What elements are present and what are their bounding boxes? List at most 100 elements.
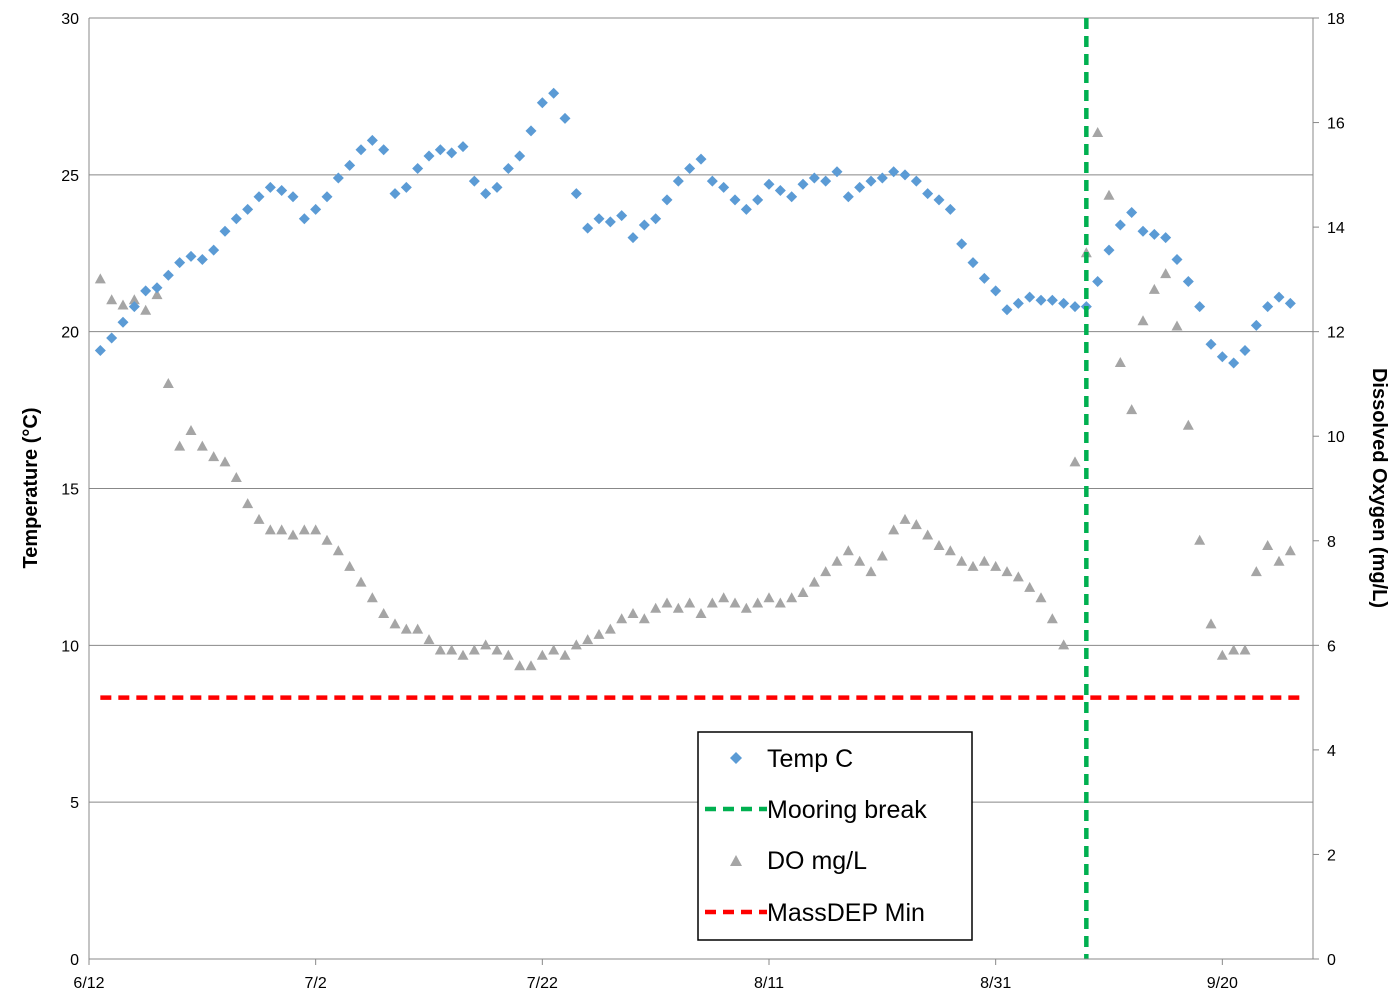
- do-series: [94, 127, 1296, 671]
- temp-point: [582, 222, 594, 234]
- x-axis-ticks: 6/12 7/2 7/22 8/11 8/31 9/20: [73, 958, 1313, 992]
- do-point: [140, 304, 152, 315]
- temp-point: [650, 213, 662, 225]
- right-tick-label: 4: [1327, 743, 1336, 760]
- temp-point: [1160, 232, 1172, 244]
- temp-point: [978, 272, 990, 284]
- temp-point: [264, 181, 276, 193]
- do-point: [808, 576, 820, 587]
- temp-point: [468, 175, 480, 187]
- do-point: [752, 597, 764, 608]
- do-point: [865, 566, 877, 577]
- do-point: [491, 644, 503, 655]
- do-point: [264, 524, 276, 535]
- right-tick-label: 10: [1327, 429, 1345, 446]
- temp-point: [196, 254, 208, 266]
- do-point: [842, 545, 854, 556]
- do-point: [706, 597, 718, 608]
- do-point: [1273, 555, 1285, 566]
- right-tick-label: 12: [1327, 325, 1345, 342]
- right-tick-label: 18: [1327, 11, 1345, 28]
- do-point: [638, 613, 650, 624]
- temp-point: [593, 213, 605, 225]
- legend-marker-triangle-icon: [730, 855, 742, 866]
- temp-point: [1228, 357, 1240, 369]
- temp-point: [990, 285, 1002, 297]
- legend-label-do: DO mg/L: [767, 847, 867, 875]
- right-axis-title: Dissolved Oxygen (mg/L): [1368, 368, 1390, 608]
- temp-point: [706, 175, 718, 187]
- do-point: [185, 424, 197, 435]
- do-point: [582, 634, 594, 645]
- x-tick-label: 6/12: [73, 975, 104, 992]
- temp-point: [740, 203, 752, 215]
- temp-point: [616, 210, 628, 222]
- do-point: [525, 660, 537, 671]
- do-point: [922, 529, 934, 540]
- do-point: [695, 607, 707, 618]
- temp-point: [661, 194, 673, 206]
- do-point: [661, 597, 673, 608]
- temp-point: [638, 219, 650, 231]
- temp-point: [94, 344, 106, 356]
- do-point: [298, 524, 310, 535]
- temp-point: [140, 285, 152, 297]
- do-point: [151, 289, 163, 300]
- do-point: [899, 513, 911, 524]
- temp-point: [1171, 254, 1183, 266]
- temp-point: [434, 144, 446, 156]
- temp-point: [162, 269, 174, 281]
- temp-point: [1273, 291, 1285, 303]
- temp-point: [1148, 228, 1160, 240]
- temp-point: [718, 181, 730, 193]
- do-point: [457, 649, 469, 660]
- legend-marker-diamond-icon: [730, 752, 742, 764]
- do-point: [1160, 268, 1172, 279]
- do-point: [978, 555, 990, 566]
- do-point: [208, 451, 220, 462]
- do-point: [1058, 639, 1070, 650]
- temp-point: [525, 125, 537, 137]
- do-point: [650, 602, 662, 613]
- do-point: [355, 576, 367, 587]
- temp-point: [242, 203, 254, 215]
- legend-label-massdep: MassDEP Min: [767, 899, 925, 927]
- do-point: [366, 592, 378, 603]
- do-point: [910, 519, 922, 530]
- temp-point: [1069, 301, 1081, 313]
- reference-lines: [100, 18, 1302, 959]
- do-point: [593, 628, 605, 639]
- temp-point: [412, 163, 424, 175]
- left-axis-ticks: 0 5 10 15 20 25 30: [61, 11, 79, 969]
- do-point: [94, 273, 106, 284]
- legend-label-temp: Temp C: [767, 745, 853, 773]
- temp-point: [797, 178, 809, 190]
- do-point: [1216, 649, 1228, 660]
- temp-point: [627, 232, 639, 244]
- do-point: [230, 472, 242, 483]
- temp-point: [1126, 206, 1138, 218]
- do-point: [1182, 419, 1194, 430]
- do-point: [1092, 127, 1104, 138]
- do-point: [1114, 357, 1126, 368]
- temp-point: [684, 163, 696, 175]
- do-point: [287, 529, 299, 540]
- do-point: [219, 456, 231, 467]
- temp-point: [763, 178, 775, 190]
- temp-series: [94, 87, 1296, 369]
- temp-point: [786, 191, 798, 203]
- temp-point: [128, 301, 140, 313]
- temp-point: [1262, 301, 1274, 313]
- temp-point: [922, 188, 934, 200]
- temp-point: [1194, 301, 1206, 313]
- do-point: [933, 540, 945, 551]
- right-tick-label: 8: [1327, 534, 1336, 551]
- do-point: [128, 294, 140, 305]
- do-point: [536, 649, 548, 660]
- do-point: [1171, 320, 1183, 331]
- do-point: [967, 560, 979, 571]
- temp-point: [1284, 297, 1296, 309]
- temp-point: [502, 163, 514, 175]
- do-point: [990, 560, 1002, 571]
